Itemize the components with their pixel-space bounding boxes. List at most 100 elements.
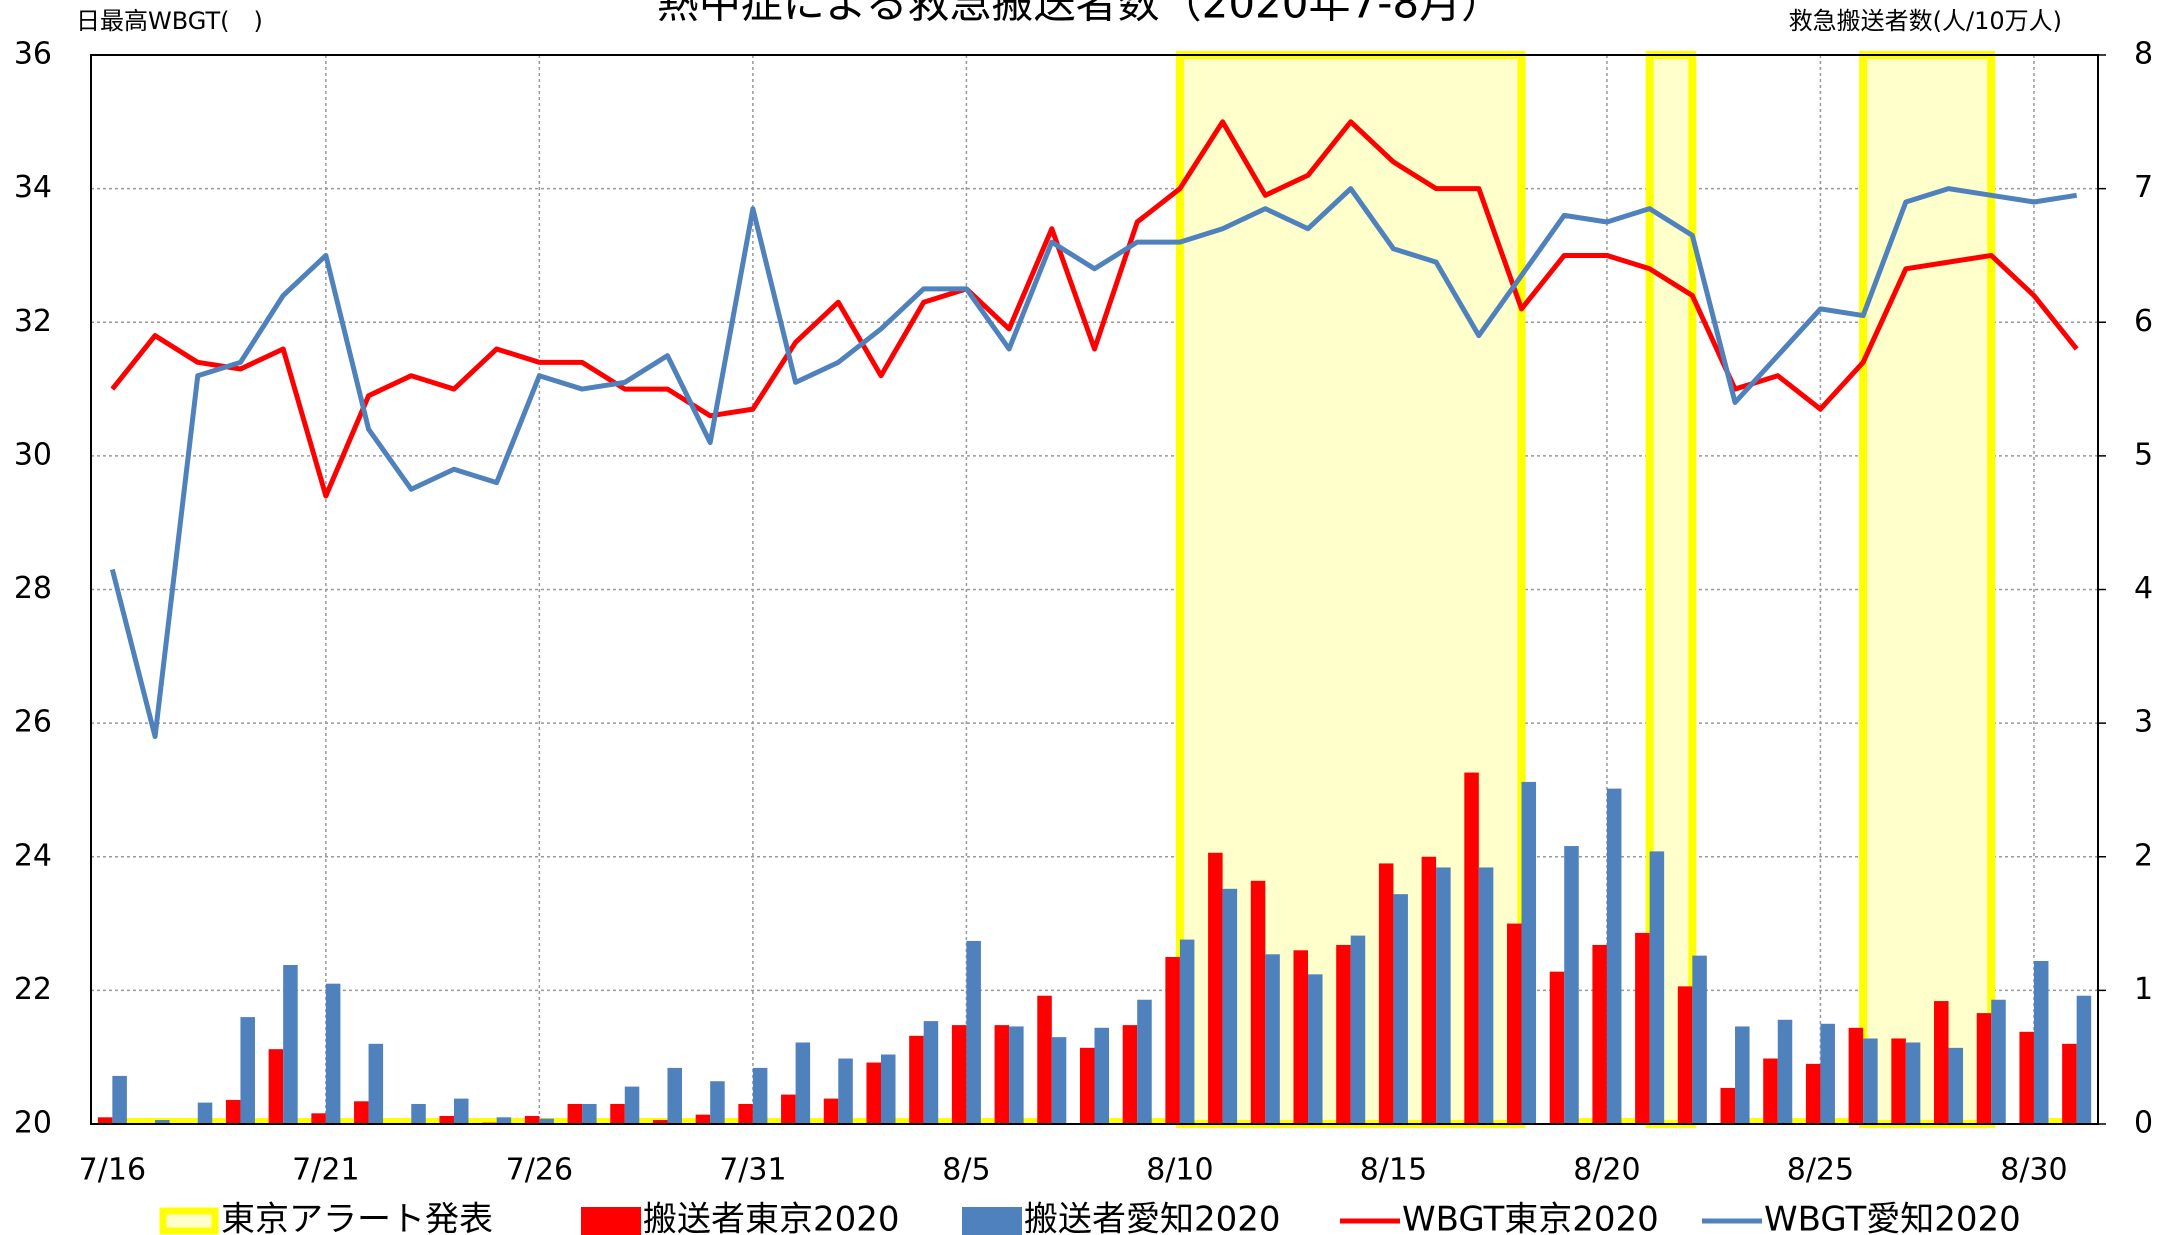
bar — [325, 983, 341, 1124]
bar — [1976, 1013, 1992, 1124]
legend-label: 東京アラート発表 — [221, 1200, 493, 1235]
plot-frame — [90, 54, 2099, 1125]
bar — [866, 1062, 881, 1124]
bar — [1677, 986, 1693, 1124]
bar — [1720, 1087, 1736, 1124]
x-tick-label: 8/25 — [1787, 1153, 1854, 1188]
y2-tick-label: 7 — [2134, 170, 2153, 205]
y-tick-label: 28 — [14, 571, 52, 606]
bar — [1293, 950, 1309, 1124]
x-tick-label: 8/5 — [942, 1153, 990, 1188]
bar — [2062, 1043, 2077, 1124]
bar — [1421, 856, 1437, 1124]
bar — [1009, 1026, 1024, 1124]
bar — [240, 1017, 255, 1124]
bar — [524, 1115, 540, 1124]
y2-tick-label: 3 — [2134, 705, 2153, 740]
bar — [823, 1098, 839, 1124]
y-tick-label: 24 — [14, 838, 52, 873]
bar — [1805, 1063, 1821, 1124]
bar — [225, 1099, 241, 1124]
bar — [695, 1114, 711, 1124]
bar — [1891, 1038, 1906, 1124]
x-tick-label: 8/15 — [1360, 1153, 1427, 1188]
bar — [1079, 1047, 1095, 1124]
bar — [1222, 888, 1238, 1124]
x-tick-label: 7/31 — [719, 1153, 786, 1188]
alert-period — [1859, 51, 1996, 1128]
x-tick-label: 7/21 — [292, 1153, 359, 1188]
bar — [283, 964, 298, 1124]
y2-tick-label: 1 — [2134, 972, 2153, 1007]
y-tick-label: 30 — [14, 437, 52, 472]
bar — [197, 1102, 213, 1124]
bar — [1250, 880, 1266, 1124]
bar — [838, 1058, 853, 1124]
bar — [880, 1054, 896, 1124]
y-tick-label: 20 — [14, 1106, 52, 1141]
bar — [610, 1103, 625, 1124]
bar — [966, 940, 981, 1124]
bar — [1848, 1027, 1864, 1124]
bar — [1635, 932, 1650, 1124]
bar — [710, 1081, 725, 1124]
y2-tick-label: 2 — [2134, 838, 2153, 873]
bar — [155, 1119, 170, 1124]
x-tick-label: 7/16 — [79, 1153, 146, 1188]
bar — [311, 1113, 326, 1124]
y2-tick-label: 8 — [2134, 37, 2153, 72]
y-tick-label: 32 — [14, 304, 52, 339]
bar — [951, 1025, 967, 1124]
bar — [909, 1035, 924, 1124]
bar — [1905, 1042, 1921, 1124]
bar — [1820, 1023, 1835, 1124]
y2-tick-label: 0 — [2134, 1106, 2153, 1141]
bar — [1863, 1038, 1878, 1124]
bar — [1735, 1026, 1750, 1124]
bar — [1378, 863, 1394, 1124]
y2-tick-label: 4 — [2134, 571, 2153, 606]
bar — [994, 1025, 1010, 1124]
bar — [582, 1103, 597, 1124]
bar — [1208, 852, 1223, 1124]
legend-swatch — [962, 1207, 1022, 1235]
x-tick-label: 8/10 — [1146, 1153, 1213, 1188]
bar — [411, 1103, 426, 1124]
bar — [1122, 1025, 1138, 1124]
bar — [439, 1115, 454, 1124]
bar — [1393, 894, 1408, 1124]
y-axis-label: 日最高WBGT( ) — [76, 7, 263, 35]
bar — [1763, 1058, 1778, 1124]
legend-label: WBGT東京2020 — [1402, 1200, 1659, 1235]
y-tick-label: 36 — [14, 37, 52, 72]
bar — [1948, 1047, 1964, 1124]
bar — [2033, 960, 2049, 1124]
bar — [795, 1042, 811, 1124]
line — [109, 186, 2078, 739]
legend-label: 搬送者愛知2020 — [1024, 1200, 1281, 1235]
legend-label: WBGT愛知2020 — [1764, 1200, 2021, 1235]
bar — [667, 1067, 682, 1124]
bar — [1777, 1019, 1793, 1124]
chart-title: 熱中症による救急搬送者数（2020年7-8月） — [657, 0, 1503, 28]
bar — [1478, 867, 1494, 1124]
x-tick-label: 7/26 — [506, 1153, 573, 1188]
y2-axis-label: 救急搬送者数(人/10万人) — [1789, 7, 2062, 35]
bar — [624, 1086, 640, 1124]
bar — [453, 1098, 469, 1124]
bar — [1051, 1037, 1067, 1124]
bar — [738, 1103, 753, 1124]
bar — [1336, 944, 1351, 1124]
bar — [1934, 1001, 1949, 1124]
bar — [1308, 974, 1323, 1124]
bar — [112, 1075, 127, 1124]
bar — [1564, 846, 1579, 1124]
bar — [1265, 954, 1280, 1124]
bar — [1350, 935, 1366, 1124]
bar — [2019, 1031, 2034, 1124]
bar — [1137, 999, 1152, 1124]
y-tick-label: 26 — [14, 705, 52, 740]
bar — [1692, 955, 1707, 1124]
bar — [752, 1067, 768, 1124]
